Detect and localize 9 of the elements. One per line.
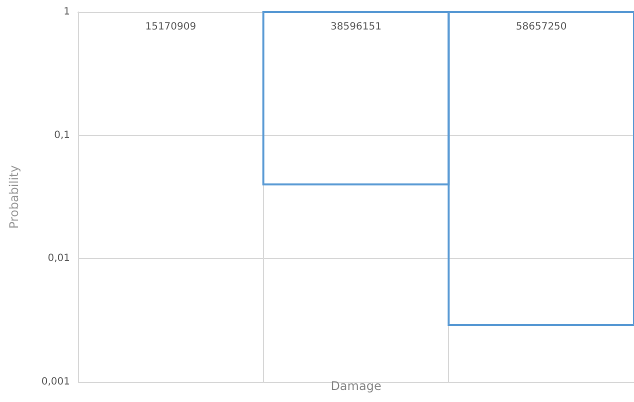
y-tick-label: 0,01 <box>48 253 70 264</box>
y-tick-label: 0,001 <box>41 376 70 388</box>
y-axis-title: Probability <box>7 165 21 229</box>
y-tick-label: 0,1 <box>54 130 70 141</box>
x-axis-title: Damage <box>330 379 382 393</box>
x-tick-label: 15170909 <box>145 22 196 32</box>
x-tick-label: 38596151 <box>330 22 382 32</box>
x-tick-label: 58657250 <box>516 22 567 32</box>
y-tick-label: 1 <box>64 6 70 18</box>
